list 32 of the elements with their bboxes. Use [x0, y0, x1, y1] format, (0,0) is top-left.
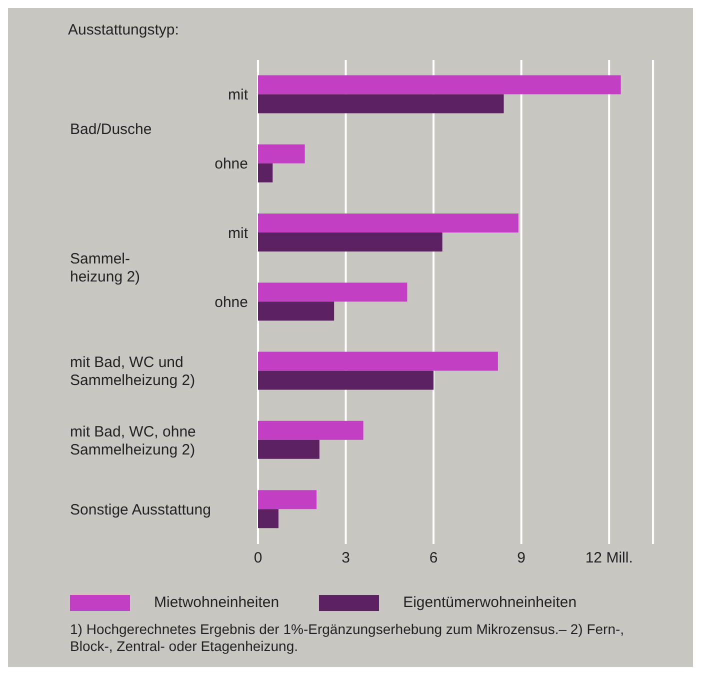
y-tick-label: mit Bad, WC und Sammelheizung 2) [70, 354, 196, 390]
bar [258, 144, 305, 164]
bar [258, 490, 317, 510]
y-axis-title: Ausstattungstyp: [68, 22, 179, 39]
bar [258, 213, 518, 232]
text: 1) Hochgerechnetes Ergebnis der 1%-Ergänzungserhebung zum Mikrozensus.– 2) Fern-, Block-, Zentral- oder Etagenheizung. [69, 620, 626, 655]
legend-label: Eigentümerwohneinheiten [403, 594, 577, 611]
bar [258, 163, 273, 182]
legend-label: Mietwohneinheiten [154, 594, 280, 611]
text: Sammel- heizung 2) [70, 250, 140, 286]
x-tick-label: 9 [517, 550, 526, 567]
y-tick-label: Sonstige Ausstattung [70, 501, 211, 518]
x-tick-label: 0 [254, 550, 262, 567]
x-tick-label: 12 Mill. [585, 550, 633, 567]
y-tick-label: ohne [214, 294, 248, 311]
x-tick-label: 6 [429, 550, 438, 567]
bar [258, 94, 504, 114]
y-tick-label: mit [228, 86, 249, 104]
bar [258, 370, 434, 390]
text: Bad/Dusche [70, 121, 152, 138]
bar [258, 232, 442, 252]
x-tick-label: 3 [342, 550, 350, 567]
bar [258, 509, 278, 528]
bar [258, 440, 320, 459]
bar [258, 75, 621, 94]
bar [258, 420, 364, 440]
y-tick-label: mit [228, 224, 249, 242]
y-tick-label: ohne [214, 156, 248, 173]
y-tick-label: mit Bad, WC, ohne Sammelheizung 2) [70, 423, 196, 458]
bar [258, 352, 498, 371]
bar [258, 302, 334, 321]
bar [258, 282, 408, 302]
